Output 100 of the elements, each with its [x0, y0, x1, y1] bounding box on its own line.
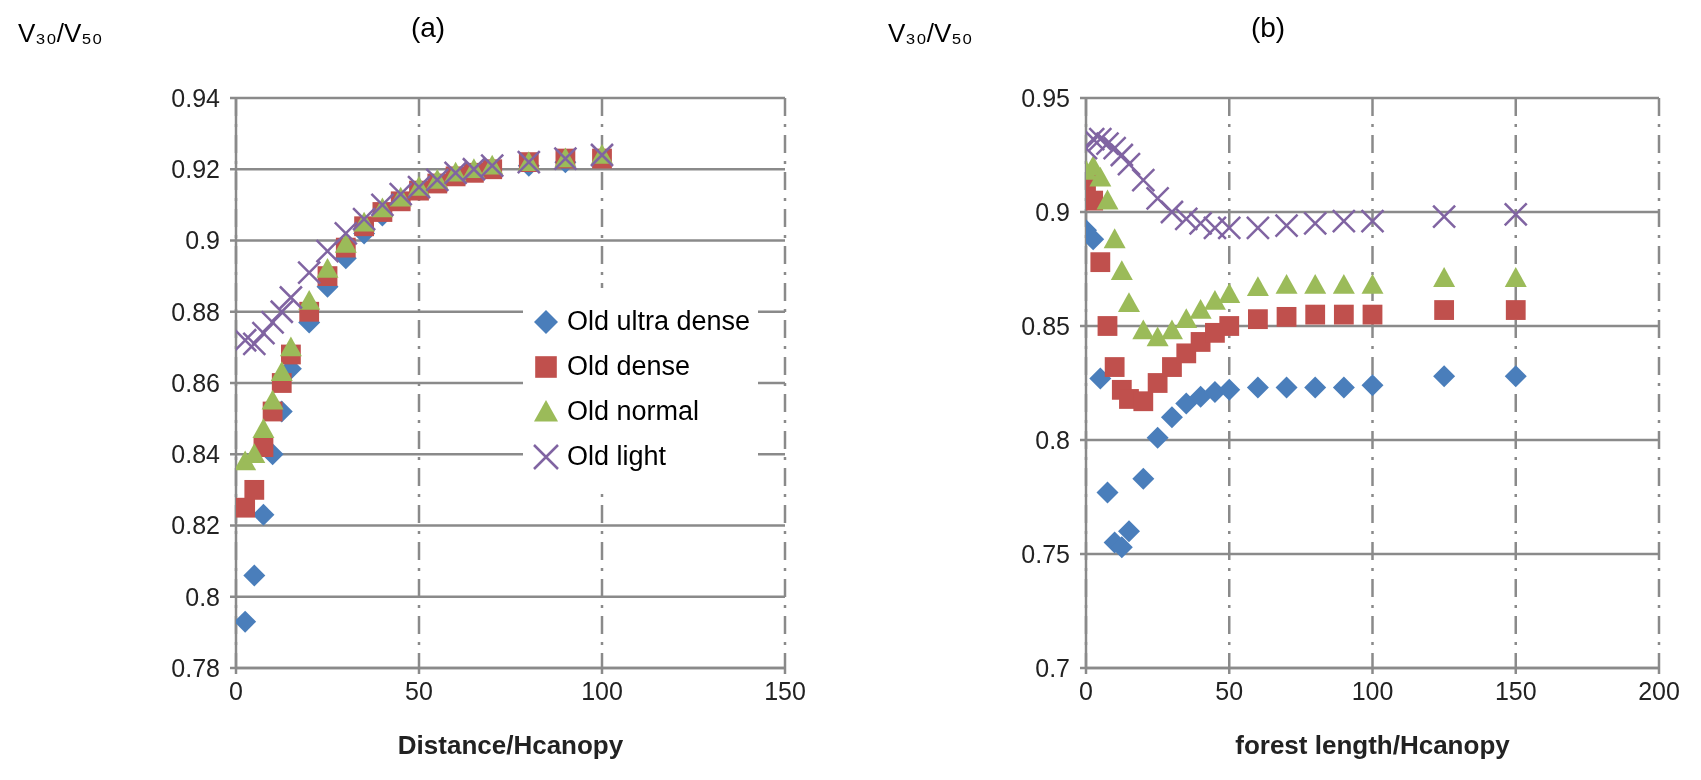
point	[1219, 316, 1240, 336]
legend-label: Old ultra dense	[566, 306, 750, 337]
point	[1245, 215, 1271, 241]
point	[1276, 306, 1297, 327]
point	[1332, 376, 1355, 399]
point	[1132, 467, 1155, 490]
point	[1175, 392, 1198, 415]
point	[370, 192, 395, 218]
point	[1189, 299, 1212, 319]
point	[1433, 365, 1456, 388]
point	[1189, 385, 1212, 408]
point	[1304, 273, 1327, 294]
point	[1504, 365, 1527, 388]
y-tick-label: 0.8	[185, 582, 220, 611]
chart-title: (a)	[410, 12, 446, 43]
point	[1203, 381, 1226, 404]
point	[1188, 211, 1213, 236]
point	[261, 389, 284, 410]
point	[278, 285, 304, 310]
point	[260, 310, 285, 335]
point	[1116, 151, 1142, 177]
point	[1362, 304, 1383, 325]
x-tick-label: 0	[229, 676, 243, 705]
point	[1333, 304, 1354, 325]
point	[1104, 357, 1125, 377]
y-tick-label: 0.82	[171, 511, 220, 540]
x-tick-label: 50	[405, 676, 433, 705]
x-tick-label: 150	[764, 676, 806, 705]
point	[1162, 357, 1182, 377]
y-tick-label: 0.8	[1035, 425, 1070, 454]
point	[1096, 481, 1119, 504]
point	[333, 221, 359, 246]
y-tick-label: 0.75	[1021, 539, 1070, 568]
point	[1218, 378, 1241, 401]
point	[316, 258, 339, 278]
point	[251, 320, 276, 346]
x-tick-label: 150	[1494, 676, 1537, 705]
point	[1275, 273, 1298, 294]
point	[1434, 300, 1455, 320]
x-tick-label: 200	[1638, 676, 1680, 705]
x-tick-label: 100	[1351, 676, 1394, 705]
point	[1218, 283, 1241, 303]
y-tick-label: 0.88	[171, 297, 220, 326]
x-axis-title: forest length/Hcanopy	[1235, 730, 1511, 760]
point	[1102, 135, 1127, 161]
legend-label: Old normal	[566, 396, 699, 427]
point	[252, 503, 275, 526]
y-tick-label: 0.78	[171, 653, 220, 682]
point	[1433, 267, 1456, 287]
point	[1090, 252, 1111, 273]
point	[1217, 215, 1242, 241]
point	[242, 331, 267, 357]
point	[1274, 213, 1299, 238]
point	[1159, 199, 1185, 225]
point	[1305, 304, 1326, 325]
point	[298, 290, 321, 310]
point	[1203, 289, 1226, 310]
y-tick-label: 0.85	[1021, 311, 1070, 340]
legend-label: Old dense	[566, 351, 690, 382]
point	[1248, 309, 1268, 330]
point	[1132, 319, 1155, 340]
point	[1304, 376, 1327, 399]
y-tick-label: 0.84	[171, 440, 221, 469]
y-tick-label: 0.95	[1021, 83, 1070, 112]
point	[1246, 276, 1269, 297]
point	[388, 181, 413, 207]
point	[1095, 131, 1120, 156]
point	[1275, 376, 1298, 399]
point	[1110, 260, 1133, 281]
y-tick-label: 0.94	[171, 83, 221, 112]
point	[1505, 300, 1526, 320]
point	[1089, 166, 1112, 187]
y-tick-label: 0.92	[171, 155, 220, 184]
point	[1504, 267, 1527, 287]
point	[1089, 367, 1112, 390]
x-tick-label: 0	[1079, 676, 1093, 705]
point	[1131, 167, 1156, 193]
y-tick-label: 0.7	[1035, 653, 1070, 682]
point	[1246, 376, 1269, 399]
point	[1147, 373, 1168, 393]
chart-title: (b)	[1250, 12, 1286, 43]
y-tick-label: 0.9	[185, 226, 220, 255]
point	[236, 497, 256, 518]
point	[1175, 308, 1198, 328]
point	[315, 238, 340, 264]
point	[1202, 215, 1228, 241]
point	[1117, 292, 1140, 312]
point	[1145, 186, 1170, 211]
y-tick-label: 0.9	[1035, 197, 1070, 226]
legend-label: Old light	[566, 441, 666, 472]
y-axis-title: V₃₀/V₅₀	[18, 18, 103, 49]
point	[244, 479, 265, 500]
point	[351, 206, 377, 232]
point	[236, 610, 257, 633]
point	[1332, 273, 1355, 294]
point	[1146, 426, 1169, 449]
point	[1302, 211, 1328, 236]
point	[1160, 319, 1183, 340]
point	[1088, 126, 1113, 152]
x-tick-label: 50	[1215, 676, 1244, 705]
